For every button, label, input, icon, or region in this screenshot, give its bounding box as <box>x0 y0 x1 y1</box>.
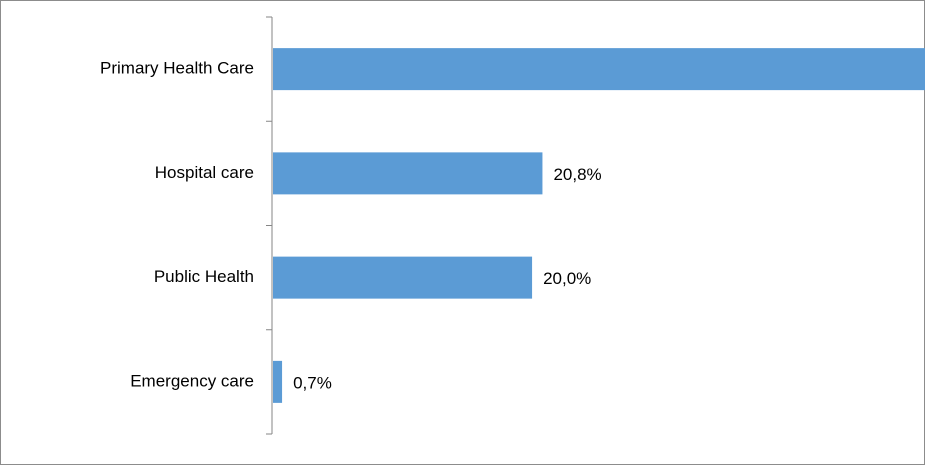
value-label: 20,0% <box>543 269 591 288</box>
bar <box>273 48 925 91</box>
bar <box>273 152 543 195</box>
category-label: Primary Health Care <box>100 59 254 78</box>
category-label: Emergency care <box>130 371 254 390</box>
category-label: Public Health <box>154 267 254 286</box>
category-label: Hospital care <box>155 163 254 182</box>
bar <box>273 360 283 403</box>
value-label: 0,7% <box>293 373 332 392</box>
axis-layer <box>266 16 273 435</box>
bar <box>273 256 533 299</box>
value-label: 20,8% <box>553 165 601 184</box>
bar-layer <box>273 48 925 403</box>
label-layer: Primary Health Care58,5%Hospital care20,… <box>100 59 602 393</box>
